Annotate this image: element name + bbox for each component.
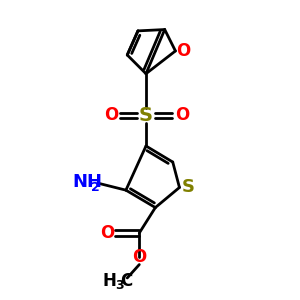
Text: O: O — [100, 224, 114, 242]
Text: S: S — [139, 106, 153, 125]
Text: O: O — [175, 106, 189, 124]
Text: 3: 3 — [116, 280, 124, 292]
Text: 2: 2 — [91, 181, 100, 194]
Text: H: H — [103, 272, 117, 290]
Text: O: O — [132, 248, 146, 266]
Text: O: O — [104, 106, 118, 124]
Text: O: O — [176, 42, 190, 60]
Text: S: S — [182, 178, 194, 196]
Text: NH: NH — [72, 173, 102, 191]
Text: C: C — [120, 272, 132, 290]
